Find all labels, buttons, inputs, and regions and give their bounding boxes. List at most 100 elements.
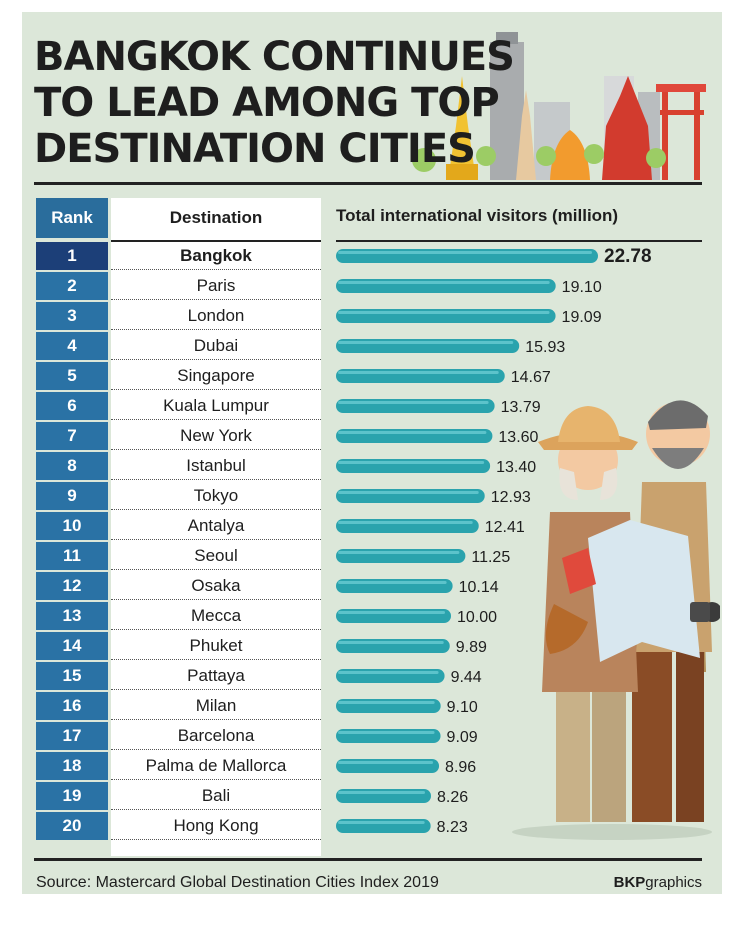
destination-cell: Milan xyxy=(111,692,321,720)
rank-cell: 7 xyxy=(36,422,108,450)
destination-column: Destination Bangkok Paris London Dubai Singa… xyxy=(111,198,321,856)
rank-cell: 4 xyxy=(36,332,108,360)
value-label: 8.26 xyxy=(437,789,468,806)
destination-cell: Osaka xyxy=(111,572,321,600)
value-label: 13.40 xyxy=(496,459,536,476)
bar-highlight xyxy=(338,641,444,644)
bar-highlight xyxy=(338,521,473,524)
destination-cell: Bangkok xyxy=(111,242,321,270)
rank-cell: 18 xyxy=(36,752,108,780)
value-label: 9.10 xyxy=(447,699,478,716)
rank-cell: 20 xyxy=(36,812,108,840)
destination-cell: Tokyo xyxy=(111,482,321,510)
rank-cell: 17 xyxy=(36,722,108,750)
rank-cell: 9 xyxy=(36,482,108,510)
value-label: 15.93 xyxy=(525,339,565,356)
bar-highlight xyxy=(338,581,447,584)
destination-header-underline xyxy=(111,240,321,242)
destination-cell: Pattaya xyxy=(111,662,321,690)
rank-cell: 6 xyxy=(36,392,108,420)
rank-column: Rank 1 2 3 4 5 6 7 8 9 10 11 12 13 14 15 16 17 18 19 20 xyxy=(36,198,108,856)
bar-highlight xyxy=(338,761,434,764)
destination-cell: Hong Kong xyxy=(111,812,321,840)
bar-highlight xyxy=(338,611,446,614)
destination-cell: Palma de Mallorca xyxy=(111,752,321,780)
value-label: 9.89 xyxy=(456,639,487,656)
value-label: 13.60 xyxy=(498,429,538,446)
value-label: 22.78 xyxy=(604,246,652,267)
value-label: 12.93 xyxy=(491,489,531,506)
destination-cell: New York xyxy=(111,422,321,450)
bar-highlight xyxy=(338,701,435,704)
rank-cell: 19 xyxy=(36,782,108,810)
visitors-header-underline xyxy=(336,240,702,242)
destination-cell: Dubai xyxy=(111,332,321,360)
rank-cell: 5 xyxy=(36,362,108,390)
bar-highlight xyxy=(338,461,485,464)
value-label: 10.00 xyxy=(457,609,497,626)
destination-cell: Bali xyxy=(111,782,321,810)
destination-cell: Seoul xyxy=(111,542,321,570)
rank-cell: 8 xyxy=(36,452,108,480)
destination-cell: Mecca xyxy=(111,602,321,630)
bar-highlight xyxy=(338,311,550,314)
value-label: 8.23 xyxy=(437,819,468,836)
skyline-illustration xyxy=(412,32,706,180)
value-label: 9.44 xyxy=(451,669,482,686)
bar-highlight xyxy=(338,431,487,434)
value-label: 13.79 xyxy=(501,399,541,416)
title-line-1: BANGKOK CONTINUES xyxy=(34,34,515,80)
destination-cell: Antalya xyxy=(111,512,321,540)
bar-highlight xyxy=(338,341,514,344)
destination-cell: Kuala Lumpur xyxy=(111,392,321,420)
rank-cell: 15 xyxy=(36,662,108,690)
bar-highlight xyxy=(338,551,460,554)
source-note: Source: Mastercard Global Destination Ci… xyxy=(36,874,439,891)
title-line-2: TO LEAD AMONG TOP xyxy=(34,80,500,126)
value-label: 14.67 xyxy=(511,369,551,386)
bar-highlight xyxy=(338,401,489,404)
destination-cell: Phuket xyxy=(111,632,321,660)
bar-highlight xyxy=(338,731,435,734)
bar-highlight xyxy=(338,791,426,794)
bar-highlight xyxy=(338,491,479,494)
rank-cell: 3 xyxy=(36,302,108,330)
rank-cell: 10 xyxy=(36,512,108,540)
value-label: 8.96 xyxy=(445,759,476,776)
bar-highlight xyxy=(338,251,592,254)
value-label: 9.09 xyxy=(447,729,478,746)
value-label: 12.41 xyxy=(485,519,525,536)
bar-highlight xyxy=(338,281,550,284)
bottom-divider xyxy=(34,858,702,861)
destination-cell: Istanbul xyxy=(111,452,321,480)
value-label: 11.25 xyxy=(471,549,510,566)
rank-header: Rank xyxy=(36,198,108,238)
value-label: 19.10 xyxy=(562,279,602,296)
destination-cell: Singapore xyxy=(111,362,321,390)
infographic: BANGKOK CONTINUES TO LEAD AMONG TOP DEST… xyxy=(22,12,722,894)
visitors-header: Total international visitors (million) xyxy=(336,206,619,225)
rank-cell: 12 xyxy=(36,572,108,600)
rank-cell: 11 xyxy=(36,542,108,570)
rank-cell: 14 xyxy=(36,632,108,660)
destination-cell: London xyxy=(111,302,321,330)
bar-highlight xyxy=(338,371,499,374)
value-label: 19.09 xyxy=(562,309,602,326)
bar-highlight xyxy=(338,671,439,674)
tourists-illustration xyxy=(512,400,720,840)
bar-highlight xyxy=(338,821,425,824)
destination-cell: Barcelona xyxy=(111,722,321,750)
destination-cell: Paris xyxy=(111,272,321,300)
top-divider xyxy=(34,182,702,185)
rank-cell: 2 xyxy=(36,272,108,300)
rank-cell: 1 xyxy=(36,242,108,270)
chart-title: BANGKOK CONTINUES TO LEAD AMONG TOP DEST… xyxy=(34,34,515,172)
value-label: 10.14 xyxy=(459,579,499,596)
brand-credit: BKPgraphics xyxy=(614,874,702,891)
brand-bold: BKP xyxy=(613,874,646,891)
title-line-3: DESTINATION CITIES xyxy=(34,126,476,172)
brand-regular: graphics xyxy=(645,874,702,891)
rank-cell: 16 xyxy=(36,692,108,720)
destination-header: Destination xyxy=(169,208,263,227)
